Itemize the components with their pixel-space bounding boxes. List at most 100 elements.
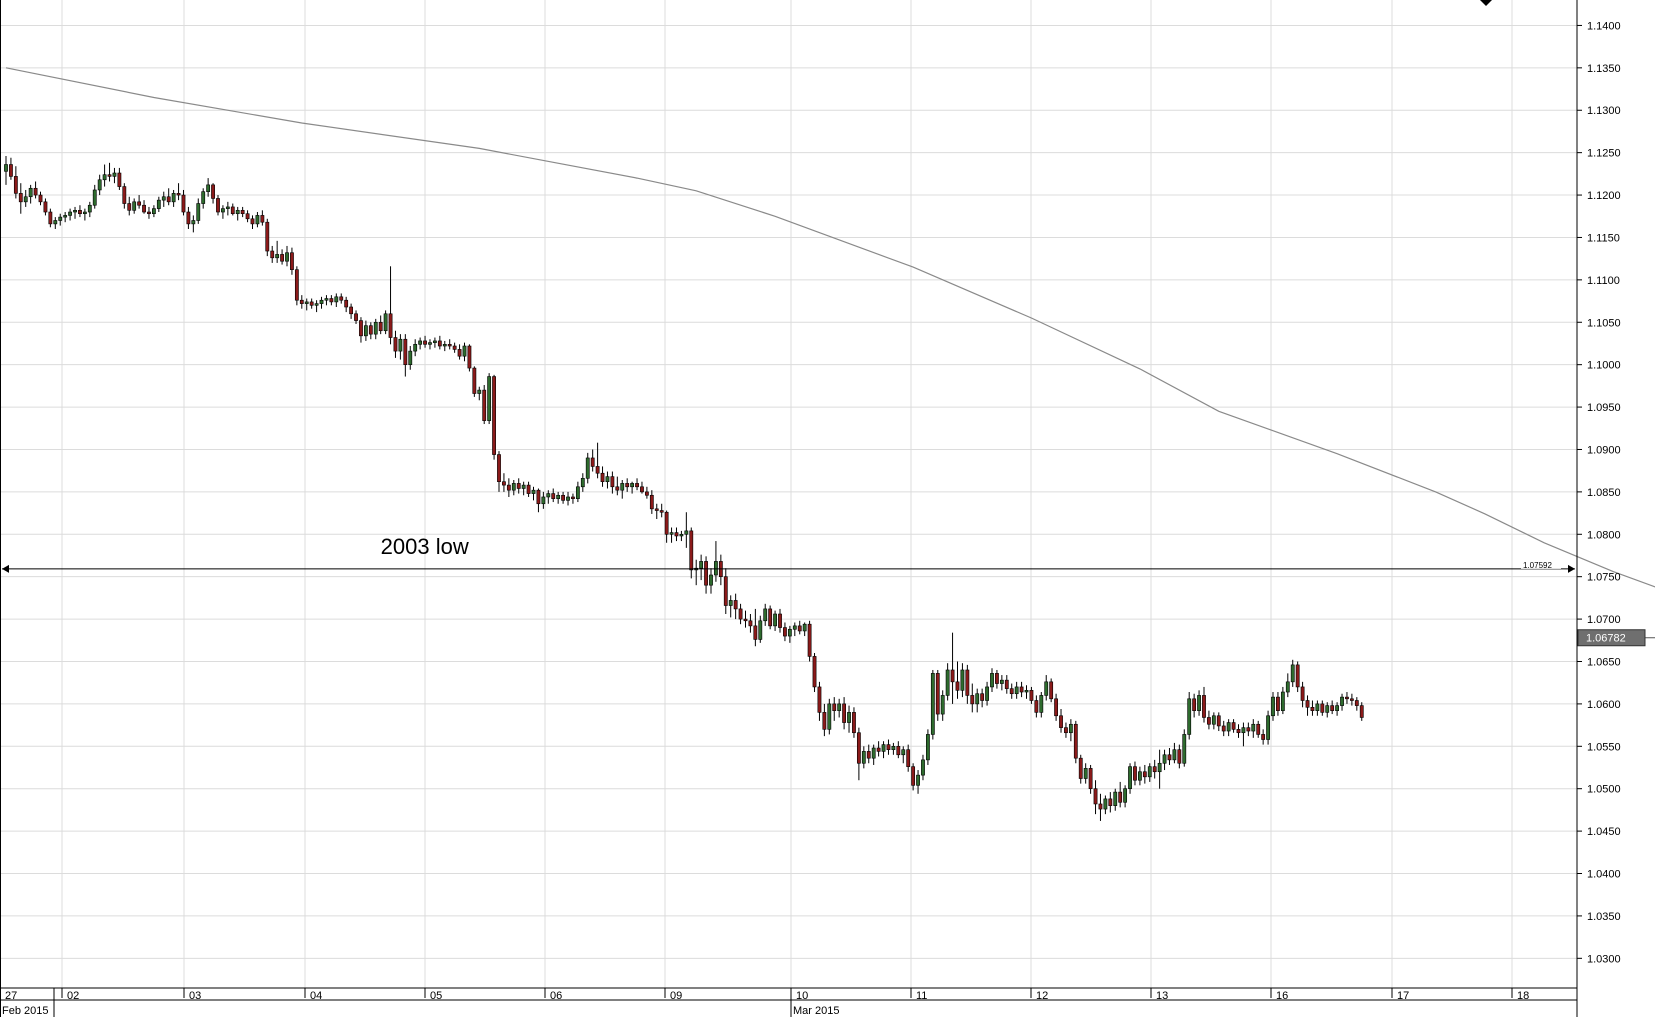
candle-body	[704, 561, 708, 586]
candle	[245, 210, 250, 223]
candle-body	[250, 218, 255, 225]
candle	[1349, 693, 1354, 706]
candle	[73, 206, 77, 219]
y-tick-label: 1.0450	[1587, 826, 1621, 838]
candle-body	[1113, 791, 1118, 806]
candle	[689, 527, 694, 579]
candle	[664, 510, 669, 543]
candle-body	[1305, 700, 1310, 708]
candle-body	[625, 483, 630, 488]
candle	[580, 473, 585, 492]
candle-body	[349, 306, 354, 315]
y-tick-label: 1.0500	[1587, 784, 1621, 796]
candle	[1138, 766, 1142, 786]
candle	[423, 335, 427, 348]
candle	[1078, 754, 1083, 784]
candle	[935, 669, 940, 721]
candle	[1345, 692, 1349, 704]
y-tick-label: 1.1000	[1587, 360, 1621, 372]
candle-body	[980, 693, 985, 701]
candle	[383, 310, 388, 335]
candle-body	[18, 193, 23, 203]
candle-body	[383, 313, 388, 332]
x-month-label: Feb 2015	[2, 1005, 48, 1017]
candle-body	[186, 211, 191, 225]
candle-body	[876, 747, 881, 752]
candle-body	[664, 511, 669, 535]
candle-body	[156, 199, 161, 209]
candle-body	[1098, 803, 1103, 810]
candle	[1335, 702, 1340, 716]
candle	[990, 668, 994, 693]
candle	[1029, 686, 1034, 704]
candle	[1177, 744, 1182, 769]
candle-body	[1024, 690, 1029, 693]
candle	[1300, 681, 1305, 708]
candle	[1187, 692, 1192, 740]
candle	[112, 167, 117, 184]
candle	[1266, 710, 1270, 745]
axes: 1.1400 1.1350 1.1300 1.1250 1.1200 1.1150 1.11…	[0, 0, 1621, 1017]
candle	[1340, 693, 1344, 711]
candle-body	[117, 172, 122, 187]
candle-body	[566, 496, 570, 501]
candle	[225, 201, 230, 216]
candle	[176, 183, 181, 201]
candle	[1133, 761, 1137, 786]
candle	[783, 622, 787, 642]
candle-body	[23, 196, 28, 203]
candle-body	[669, 532, 674, 535]
candle	[585, 452, 590, 484]
candle-body	[1128, 766, 1132, 790]
y-tick-label: 1.0400	[1587, 869, 1621, 881]
candle-body	[1009, 688, 1014, 695]
candle-body	[778, 613, 782, 628]
candle	[502, 473, 506, 492]
candle	[28, 184, 33, 204]
candle-body	[53, 220, 58, 225]
candle	[127, 196, 132, 216]
y-tick-label: 1.1350	[1587, 63, 1621, 75]
arrow-left-icon	[2, 564, 9, 573]
x-tick-label: 12	[1036, 990, 1048, 1002]
candle	[132, 198, 137, 214]
candle	[181, 189, 186, 216]
candle	[344, 296, 349, 313]
candle	[363, 320, 368, 341]
candle-body	[536, 489, 541, 505]
candle-body	[152, 208, 156, 215]
candle	[388, 266, 393, 345]
candle	[1202, 686, 1206, 723]
candle-body	[487, 376, 492, 421]
candle	[378, 315, 383, 335]
candle	[250, 215, 255, 229]
candle	[842, 697, 847, 730]
candle	[294, 266, 299, 306]
candle	[945, 663, 950, 701]
candle	[620, 480, 625, 499]
candle	[1103, 795, 1108, 815]
candle	[1142, 764, 1147, 784]
candle	[1172, 742, 1177, 764]
x-tick-label: 02	[67, 990, 79, 1002]
candle	[482, 385, 487, 425]
y-tick-label: 1.1400	[1587, 20, 1621, 32]
candle-body	[43, 201, 48, 213]
candle	[679, 530, 684, 542]
candle-body	[802, 623, 807, 632]
x-tick-label: 09	[670, 990, 682, 1002]
candle	[521, 481, 526, 496]
y-tick-label: 1.0750	[1587, 572, 1621, 584]
candle-body	[309, 301, 314, 306]
candle-body	[561, 494, 565, 501]
candle-body	[477, 389, 482, 394]
candle	[4, 156, 8, 185]
candle	[1059, 708, 1063, 733]
candle-body	[649, 494, 654, 510]
arrow-right-icon	[1568, 564, 1575, 573]
candle	[876, 741, 881, 757]
candle	[1305, 695, 1310, 716]
candle-body	[526, 484, 531, 494]
candle-body	[999, 679, 1004, 684]
candle-body	[615, 486, 620, 491]
